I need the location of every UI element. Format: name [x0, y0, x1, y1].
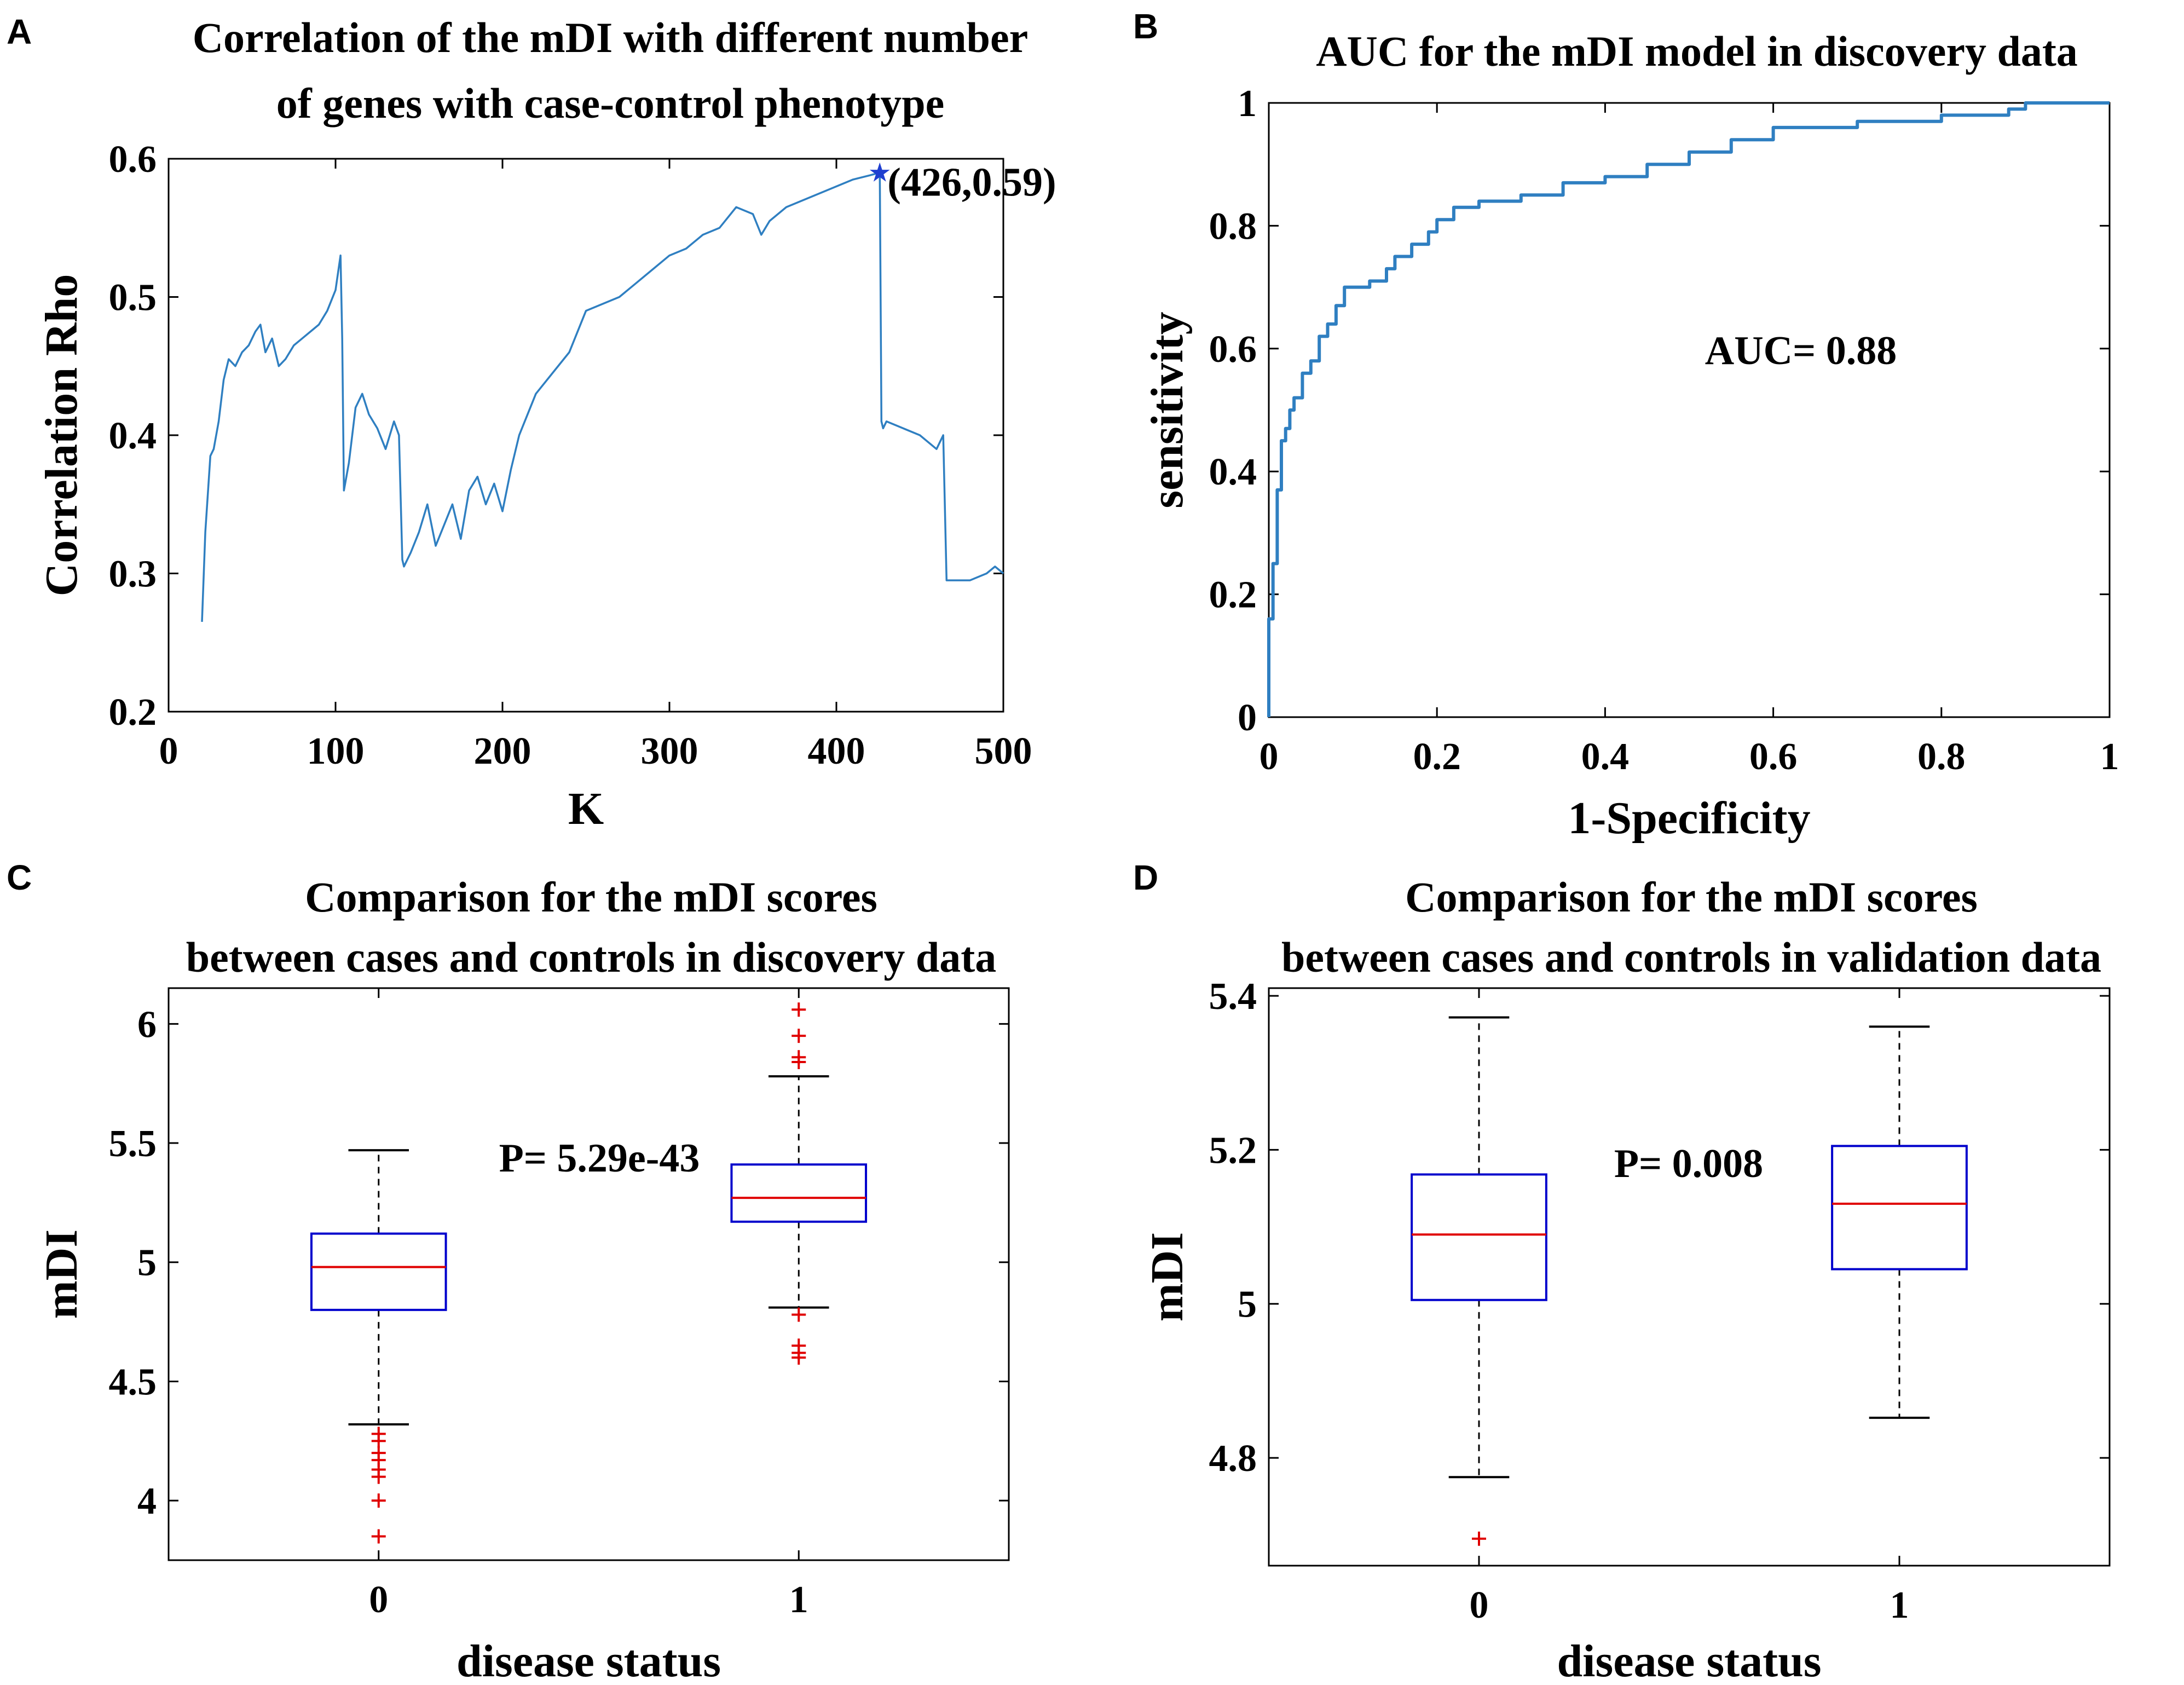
x-tick-label: 1 — [2100, 736, 2119, 778]
y-tick-label: 0.4 — [1209, 451, 1257, 493]
y-tick-label: 0.2 — [109, 691, 157, 734]
outlier-point — [791, 1054, 806, 1069]
y-tick-label: 0.5 — [109, 277, 157, 319]
x-axis-label: disease status — [457, 1636, 721, 1685]
chart-title-line: of genes with case-control phenotype — [276, 79, 944, 127]
x-tick-label: 100 — [307, 730, 365, 772]
outlier-point — [371, 1529, 386, 1544]
y-tick-label: 6 — [137, 1003, 157, 1046]
x-axis-label: K — [568, 783, 604, 834]
x-tick-label: 0.4 — [1581, 736, 1630, 778]
x-axis-label: disease status — [1557, 1636, 1821, 1685]
x-tick-label: 1 — [789, 1579, 808, 1621]
chart-title-line: Comparison for the mDI scores — [305, 873, 877, 921]
y-tick-label: 1 — [1238, 83, 1257, 125]
y-tick-label: 0.3 — [109, 553, 157, 596]
plot-frame — [1268, 102, 2111, 718]
y-tick-label: 0.8 — [1209, 205, 1257, 247]
chart-title-line: AUC for the mDI model in discovery data — [1316, 27, 2078, 75]
y-tick-label: 0.4 — [109, 415, 157, 457]
y-tick-label: 0.2 — [1209, 574, 1257, 616]
outlier-point — [1472, 1531, 1486, 1546]
y-axis-label: mDI — [36, 1230, 87, 1319]
panel-label: B — [1133, 7, 1158, 46]
chart-title-line: between cases and controls in discovery … — [186, 933, 997, 981]
annotation: P= 5.29e-43 — [499, 1136, 700, 1181]
y-tick-label: 5.4 — [1209, 976, 1257, 1018]
annotation: P= 0.008 — [1614, 1141, 1763, 1186]
panel-label: D — [1133, 858, 1158, 897]
panel-b: B AUC for the mDI model in discovery data… — [1133, 7, 2119, 844]
outlier-point — [371, 1493, 386, 1508]
panel-c: C Comparison for the mDI scores between ca… — [7, 858, 1010, 1685]
x-tick-label: 200 — [474, 730, 531, 772]
outlier-point — [371, 1434, 386, 1449]
chart-title-line: Correlation of the mDI with different nu… — [193, 14, 1029, 61]
box-iqr — [1831, 1145, 1968, 1271]
outlier-point — [791, 1029, 806, 1043]
y-axis-label: mDI — [1142, 1232, 1193, 1322]
x-tick-label: 500 — [975, 730, 1032, 772]
x-tick-label: 0.8 — [1917, 736, 1966, 778]
annotation: AUC= 0.88 — [1705, 328, 1897, 373]
y-tick-label: 4.8 — [1209, 1438, 1257, 1480]
y-tick-label: 5 — [137, 1242, 157, 1284]
max-point-marker: ★ — [868, 157, 892, 188]
box-iqr — [730, 1163, 868, 1223]
chart-title-line: between cases and controls in validation… — [1281, 933, 2101, 981]
panel-label: C — [7, 858, 32, 897]
y-tick-label: 0.6 — [109, 139, 157, 181]
y-tick-label: 0.6 — [1209, 328, 1257, 371]
outlier-point — [371, 1469, 386, 1484]
y-tick-label: 4 — [137, 1480, 157, 1522]
plot-frame — [1268, 987, 2111, 1567]
outlier-point — [791, 1350, 806, 1365]
box-iqr — [1411, 1173, 1547, 1301]
panel-a: A Correlation of the mDI with different n… — [7, 12, 1056, 834]
x-tick-label: 0 — [1259, 736, 1279, 778]
y-tick-label: 5.2 — [1209, 1129, 1257, 1172]
x-tick-label: 0.2 — [1413, 736, 1461, 778]
panel-d: D Comparison for the mDI scores between ca… — [1133, 858, 2111, 1685]
x-tick-label: 300 — [641, 730, 698, 772]
y-tick-label: 0 — [1238, 697, 1257, 739]
y-tick-label: 4.5 — [109, 1361, 157, 1403]
y-axis-label: Correlation Rho — [36, 274, 87, 597]
box-iqr — [310, 1232, 447, 1311]
x-tick-label: 0 — [369, 1579, 388, 1621]
x-tick-label: 1 — [1890, 1584, 1909, 1626]
x-tick-label: 400 — [808, 730, 865, 772]
series-line — [201, 171, 1004, 622]
y-tick-label: 5.5 — [109, 1123, 157, 1165]
panel-label: A — [7, 12, 32, 51]
outlier-point — [791, 1002, 806, 1017]
x-axis-label: 1-Specificity — [1568, 793, 1810, 844]
y-tick-label: 5 — [1238, 1284, 1257, 1326]
outlier-point — [791, 1307, 806, 1322]
x-tick-label: 0 — [1470, 1584, 1489, 1626]
series-line — [1267, 101, 2110, 717]
max-point-label: (426,0.59) — [887, 160, 1056, 205]
plot-frame — [167, 987, 1010, 1561]
chart-title-line: Comparison for the mDI scores — [1405, 873, 1978, 921]
y-axis-label: sensitivity — [1142, 311, 1193, 508]
x-tick-label: 0 — [159, 730, 178, 772]
x-tick-label: 0.6 — [1749, 736, 1798, 778]
